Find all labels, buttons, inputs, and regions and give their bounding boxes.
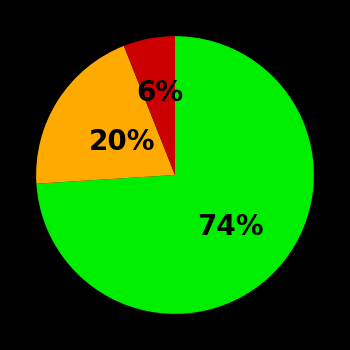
Wedge shape [124, 36, 175, 175]
Wedge shape [36, 36, 314, 314]
Text: 6%: 6% [136, 79, 183, 107]
Text: 74%: 74% [197, 213, 264, 241]
Text: 20%: 20% [89, 127, 155, 155]
Wedge shape [36, 46, 175, 184]
